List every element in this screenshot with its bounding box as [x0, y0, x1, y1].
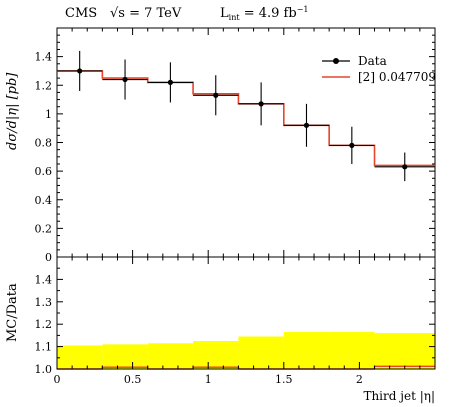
ratio-y-tick-label: 1.4	[35, 273, 53, 286]
data-point	[402, 164, 408, 170]
legend-data-label: Data	[358, 54, 387, 68]
lumi-label: Lint = 4.9 fb−1	[220, 5, 308, 22]
ratio-y-tick-label: 1.3	[35, 296, 53, 309]
main-y-tick-label: 0	[45, 251, 52, 264]
main-y-tick-label: 0.6	[35, 165, 53, 178]
data-point	[258, 101, 264, 107]
main-y-tick-label: 1.2	[35, 79, 53, 92]
data-point	[303, 122, 310, 128]
main-y-tick-label: 0.2	[35, 222, 53, 235]
x-tick-label: 0.5	[124, 373, 142, 386]
legend-data-marker	[333, 58, 339, 64]
data-points	[57, 50, 435, 182]
ratio-ticks	[56, 257, 436, 370]
ratio-y-tick-labels: 1.0 1.1 1.2 1.3 1.4	[35, 273, 53, 376]
main-panel: 0 0.2 0.4 0.6 0.8 1 1.2 1.4 dσ/d|η| [pb] Data […	[5, 27, 436, 264]
legend-entry-mc: [2] 0.047709	[322, 70, 436, 84]
experiment-label: CMS	[65, 6, 97, 21]
data-point	[122, 76, 128, 83]
legend-entry-data: Data	[322, 54, 387, 68]
energy-label: √s = 7 TeV	[110, 6, 182, 21]
ratio-band-bin	[238, 336, 284, 369]
main-y-tick-label: 1.4	[35, 51, 53, 64]
ratio-panel: 1.0 1.1 1.2 1.3 1.4 0 0.5 1 1.5 2 MC/Data Third …	[5, 256, 436, 403]
ratio-band-bin	[102, 344, 148, 369]
mc-histogram	[57, 70, 435, 167]
main-y-tick-label: 0.8	[35, 137, 53, 150]
x-axis-label: Third jet |η|	[363, 389, 435, 403]
ratio-band-bin	[374, 333, 435, 369]
main-y-tick-label: 0.4	[35, 194, 53, 207]
main-ticks	[56, 28, 436, 258]
ratio-band-bin	[57, 345, 103, 369]
data-point	[167, 79, 173, 85]
mc-step-line	[57, 70, 435, 167]
main-y-tick-labels: 0 0.2 0.4 0.6 0.8 1 1.2 1.4	[35, 51, 53, 264]
ratio-y-axis-label: MC/Data	[5, 283, 20, 342]
x-tick-label: 1	[205, 373, 212, 386]
x-tick-label: 0	[54, 373, 61, 386]
data-point	[77, 68, 83, 74]
legend-mc-label: [2] 0.047709	[358, 70, 436, 84]
ratio-y-tick-label: 1.1	[35, 341, 53, 354]
legend: Data [2] 0.047709	[322, 54, 436, 84]
main-y-tick-label: 1	[45, 108, 52, 121]
x-tick-labels: 0 0.5 1 1.5 2	[54, 373, 363, 386]
data-point	[213, 92, 219, 98]
x-tick-label: 1.5	[275, 373, 293, 386]
data-point	[349, 142, 355, 148]
ratio-band-bin	[193, 341, 239, 369]
x-tick-label: 2	[356, 373, 363, 386]
ratio-y-tick-label: 1.0	[35, 363, 53, 376]
ratio-band-bin	[283, 332, 330, 369]
ratio-band-bin	[147, 343, 194, 369]
ratio-band-bin	[329, 332, 375, 369]
main-y-axis-label: dσ/d|η| [pb]	[5, 72, 20, 150]
ratio-y-tick-label: 1.2	[35, 318, 53, 331]
ratio-uncertainty-band	[57, 332, 435, 369]
